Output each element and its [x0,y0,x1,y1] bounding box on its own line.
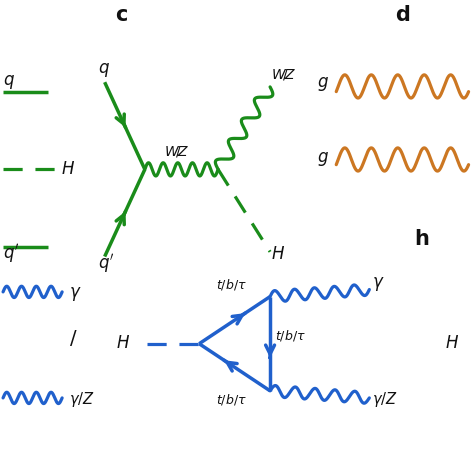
Text: $\gamma$: $\gamma$ [372,275,384,293]
Text: $H$: $H$ [117,335,130,353]
Text: d: d [395,5,410,25]
Text: h: h [414,229,429,249]
Text: $W\!/\!Z$: $W\!/\!Z$ [164,144,190,159]
Text: $g$: $g$ [318,150,329,168]
Text: $/$: $/$ [69,328,78,348]
Text: $t/b/\tau$: $t/b/\tau$ [275,328,306,343]
Text: $\gamma/Z$: $\gamma/Z$ [372,390,398,409]
Text: $H$: $H$ [271,245,285,263]
Text: $q'$: $q'$ [98,252,114,275]
Text: $H$: $H$ [61,160,75,178]
Text: $H$: $H$ [445,335,459,353]
Text: $t/b/\tau$: $t/b/\tau$ [216,392,246,407]
Text: $\gamma$: $\gamma$ [69,284,82,302]
Text: c: c [115,5,128,25]
Text: $g$: $g$ [318,75,329,93]
Text: $q$: $q$ [3,73,15,91]
Text: $t/b/\tau$: $t/b/\tau$ [216,277,246,292]
Text: $\gamma/Z$: $\gamma/Z$ [69,390,95,409]
Text: $q$: $q$ [98,61,109,79]
Text: $q'$: $q'$ [3,242,19,265]
Text: $W\!/\!Z$: $W\!/\!Z$ [271,67,297,82]
